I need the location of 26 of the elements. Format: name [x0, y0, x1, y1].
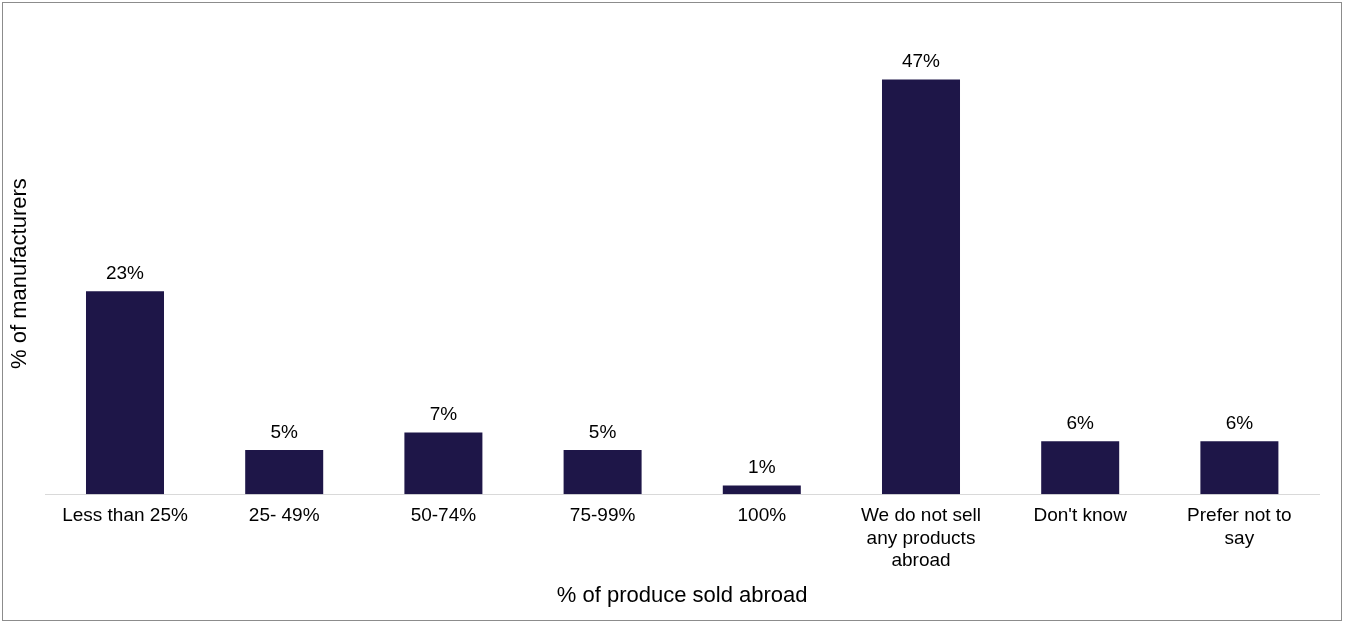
bar [404, 432, 483, 495]
bar [245, 450, 324, 495]
bar [86, 291, 164, 495]
data-label: 23% [105, 261, 145, 283]
bar [1200, 441, 1279, 495]
x-tick-label: Less than 25% [62, 503, 188, 525]
data-label: 7% [429, 403, 458, 425]
x-tick-label: 100% [737, 503, 787, 525]
x-tick-label: Don't know [1033, 503, 1128, 525]
bar [882, 79, 960, 495]
data-label: 5% [588, 420, 617, 442]
x-tick-label: We do not sell any products abroad [860, 503, 982, 571]
bar [722, 485, 801, 495]
x-tick-label: 50-74% [410, 503, 477, 525]
data-label: 6% [1225, 411, 1254, 433]
bar [1041, 441, 1120, 495]
data-label: 47% [901, 50, 941, 72]
data-label: 6% [1066, 411, 1095, 433]
data-label: 1% [748, 456, 776, 478]
x-tick-label: 25- 49% [248, 503, 320, 525]
x-tick-label: Prefer not to say [1187, 503, 1292, 548]
x-tick-label: 75-99% [569, 503, 636, 525]
y-axis-title: % of manufacturers [6, 178, 32, 369]
x-axis-title: % of produce sold abroad [556, 581, 808, 607]
data-label: 5% [270, 420, 299, 442]
bar [563, 450, 642, 495]
